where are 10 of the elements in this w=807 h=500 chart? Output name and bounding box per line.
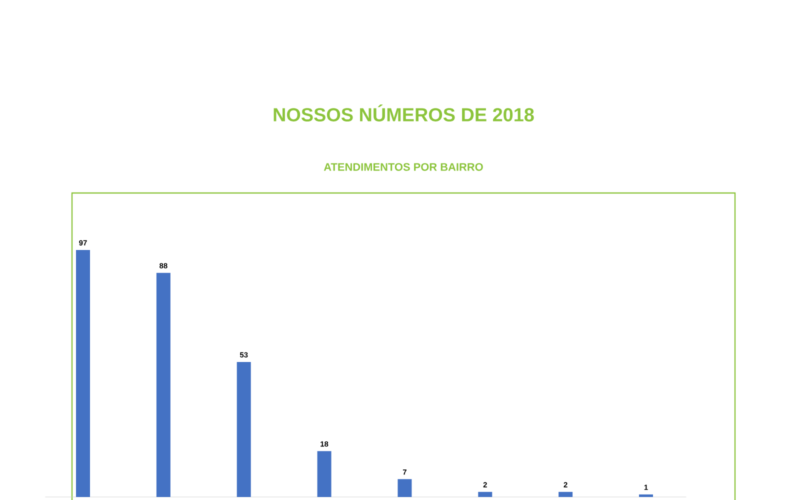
bar (317, 451, 332, 497)
chart-subtitle: ATENDIMENTOS POR BAIRRO (324, 163, 483, 171)
bar (236, 362, 251, 497)
bar (478, 492, 492, 497)
bar (156, 272, 170, 497)
bar (398, 479, 412, 497)
bar (558, 492, 573, 497)
bar (638, 494, 653, 497)
chart-title: NOSSOS NÚMEROS DE 2018 (274, 104, 534, 122)
bar (76, 250, 90, 497)
